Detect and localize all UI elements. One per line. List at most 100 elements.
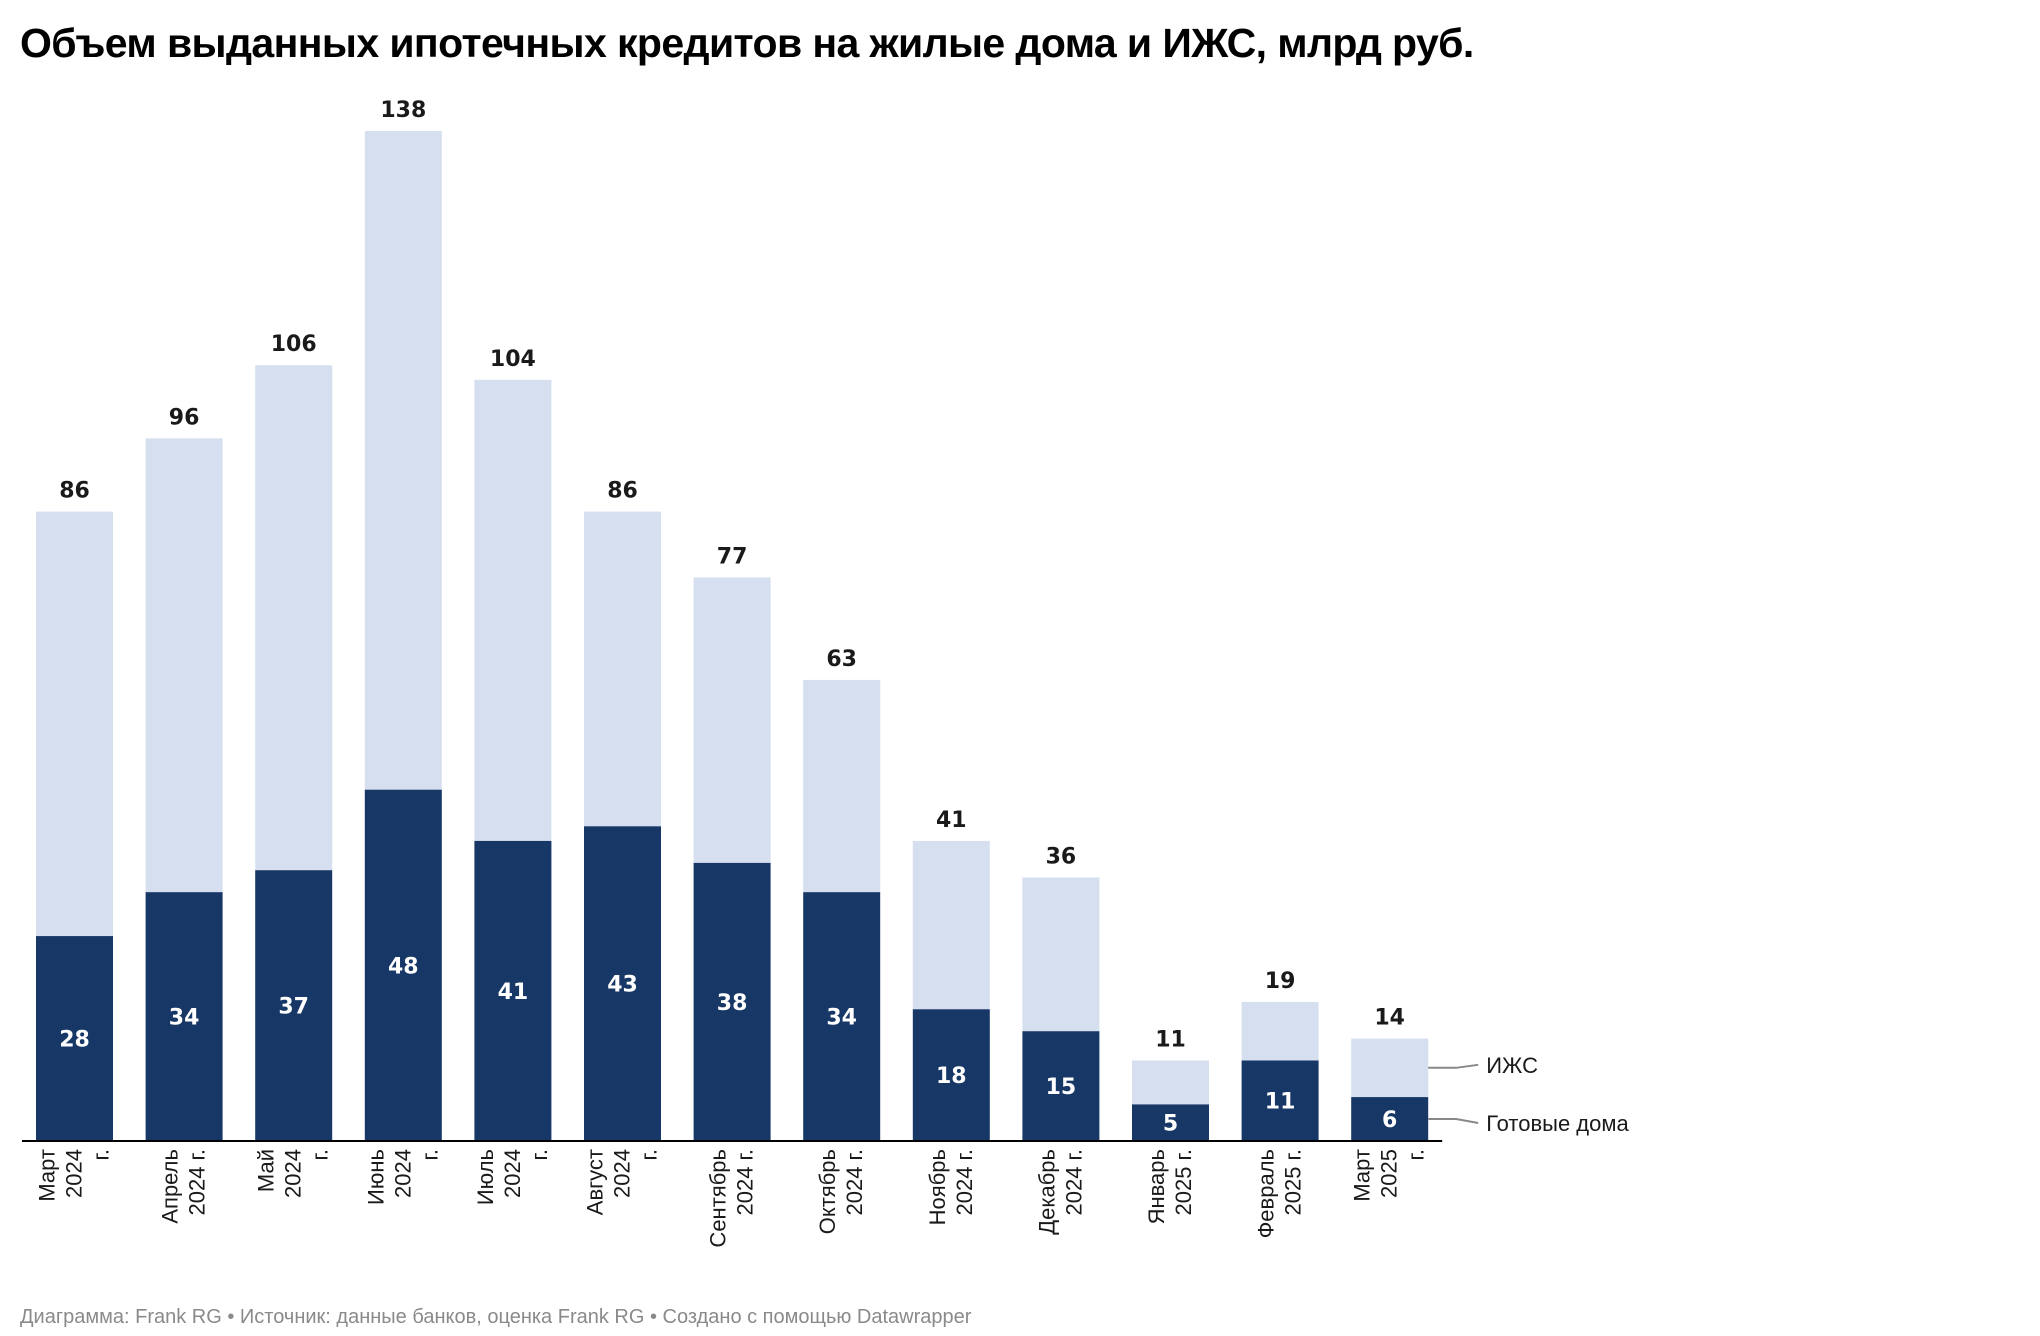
x-tick-label-line: 2024 г. [733,1149,758,1216]
bar-segment-izhs [36,511,113,937]
x-tick-label-line: 2025 [1377,1149,1402,1198]
x-tick-label-line: 2024 [500,1149,525,1198]
bar-segment-izhs [1241,1001,1319,1061]
x-tick-label-line: г. [417,1149,442,1160]
x-tick-label-line: 2024 [281,1149,306,1198]
x-tick-label-line: Март [35,1149,60,1202]
x-tick-label-line: г. [89,1149,114,1160]
x-tick-label-line: Апрель [158,1149,183,1224]
bar-total-label: 11 [1155,1027,1186,1052]
bar-ready-homes-label: 28 [59,1028,90,1053]
bar-ready-homes-label: 41 [498,980,529,1005]
bars-group [36,131,1429,1141]
x-tick-label-line: Сентябрь [706,1149,731,1248]
bar-segment-ready-homes [255,870,333,1141]
x-tick-label-line: Октябрь [815,1149,840,1234]
bar-segment-ready-homes [1022,1031,1100,1141]
bar-ready-homes-label: 43 [607,973,638,998]
bar-total-label: 106 [271,332,317,357]
bar-total-label: 104 [490,347,536,372]
x-tick-label: Август2024г. [583,1149,662,1215]
bar-total-label: 77 [717,544,748,569]
value-labels-group: 86 28 96 34 106 37 138 48 104 41 86 43 77 38 63 34 41 18 3… [59,98,1405,1137]
bar-ready-homes-label: 5 [1163,1112,1178,1137]
bar-segment-izhs [1351,1038,1429,1098]
bar-segment-izhs [255,365,333,871]
x-tick-label-line: 2024 г. [1061,1149,1086,1216]
x-tick-label-line: 2024 [610,1149,635,1198]
x-tick-label-line: 2024 г. [842,1149,867,1216]
bar-ready-homes-label: 38 [717,991,748,1016]
legend-label-ready-homes: Готовые дома [1486,1111,1629,1136]
bar-segment-ready-homes [803,892,881,1141]
x-tick-label: Март2024г. [35,1149,114,1202]
x-tick-label: Март2025г. [1350,1149,1429,1202]
x-tick-label-line: г. [308,1149,333,1160]
bar-segment-izhs [145,438,223,893]
bar-segment-ready-homes [584,826,661,1141]
bar-segment-ready-homes [693,862,771,1141]
bar-segment-izhs [474,379,552,841]
x-tick-label: Февраль2025 г. [1254,1149,1306,1238]
bar-segment-izhs [584,511,661,827]
bar-segment-izhs [803,679,881,893]
bar-ready-homes-label: 48 [388,954,419,979]
bar-segment-izhs [1132,1060,1209,1105]
bar-segment-ready-homes [36,936,113,1141]
x-tick-label-line: 2025 г. [1171,1149,1196,1216]
bar-total-label: 86 [59,479,90,504]
bar-segment-ready-homes [912,1009,990,1141]
bar-ready-homes-label: 11 [1265,1090,1296,1115]
bar-ready-homes-label: 34 [826,1006,857,1031]
x-tick-label: Октябрь2024 г. [815,1149,867,1234]
x-tick-label-line: 2025 г. [1281,1149,1306,1216]
bar-ready-homes-label: 34 [169,1006,200,1031]
bar-segment-ready-homes [1241,1060,1319,1141]
x-tick-label-line: Август [583,1149,608,1215]
bar-segment-izhs [1022,877,1100,1032]
x-tick-label: Май2024г. [254,1149,333,1198]
bar-total-label: 63 [826,647,857,672]
x-tick-label-line: г. [1404,1149,1429,1160]
x-tick-label-line: 2024 [62,1149,87,1198]
bar-total-label: 36 [1046,845,1077,870]
x-tick-label-line: г. [527,1149,552,1160]
x-tick-label-line: 2024 [390,1149,415,1198]
x-tick-label-line: Декабрь [1034,1149,1059,1235]
bar-segment-ready-homes [1351,1097,1429,1141]
x-tick-label-line: Февраль [1254,1149,1279,1238]
bar-total-label: 86 [607,479,638,504]
x-tick-label-line: Март [1350,1149,1375,1202]
x-tick-label: Июнь2024г. [363,1149,442,1205]
bar-total-label: 138 [380,98,426,123]
legend-leader-ready-homes [1428,1118,1479,1125]
bar-segment-izhs [693,577,771,863]
x-tick-label: Апрель2024 г. [158,1149,210,1224]
chart-title: Объем выданных ипотечных кредитов на жил… [20,20,1474,66]
legend-label-izhs: ИЖС [1486,1053,1538,1078]
x-tick-labels-group: Март2024г. Апрель2024 г. Май2024г. Июнь2024… [35,1149,1429,1248]
legend-group: ИЖС Готовые дома [1428,1053,1630,1136]
x-tick-label: Ноябрь2024 г. [925,1149,977,1225]
x-tick-label: Декабрь2024 г. [1034,1149,1086,1235]
bar-segment-ready-homes [364,789,442,1141]
bar-ready-homes-label: 15 [1046,1075,1077,1100]
x-tick-label-line: Июнь [363,1149,388,1205]
bar-ready-homes-label: 18 [936,1064,967,1089]
x-tick-label-line: Май [254,1149,279,1192]
x-tick-label: Сентябрь2024 г. [706,1149,758,1248]
chart-footer: Диаграмма: Frank RG • Источник: данные б… [20,1306,972,1328]
bar-segment-ready-homes [1132,1104,1209,1141]
bar-segment-ready-homes [145,892,223,1141]
bar-total-label: 96 [169,405,200,430]
x-tick-label-line: Ноябрь [925,1149,950,1225]
legend-leader-izhs [1428,1063,1479,1069]
bar-total-label: 41 [936,808,967,833]
bar-segment-izhs [912,840,990,1010]
stacked-bar-chart: 86 28 96 34 106 37 138 48 104 41 86 43 77 38 63 34 41 18 3… [22,98,1630,1248]
bar-total-label: 14 [1374,1006,1405,1031]
x-tick-label: Июль2024г. [473,1149,552,1205]
bar-ready-homes-label: 6 [1382,1108,1397,1133]
bar-ready-homes-label: 37 [278,995,309,1020]
bar-total-label: 19 [1265,969,1296,994]
